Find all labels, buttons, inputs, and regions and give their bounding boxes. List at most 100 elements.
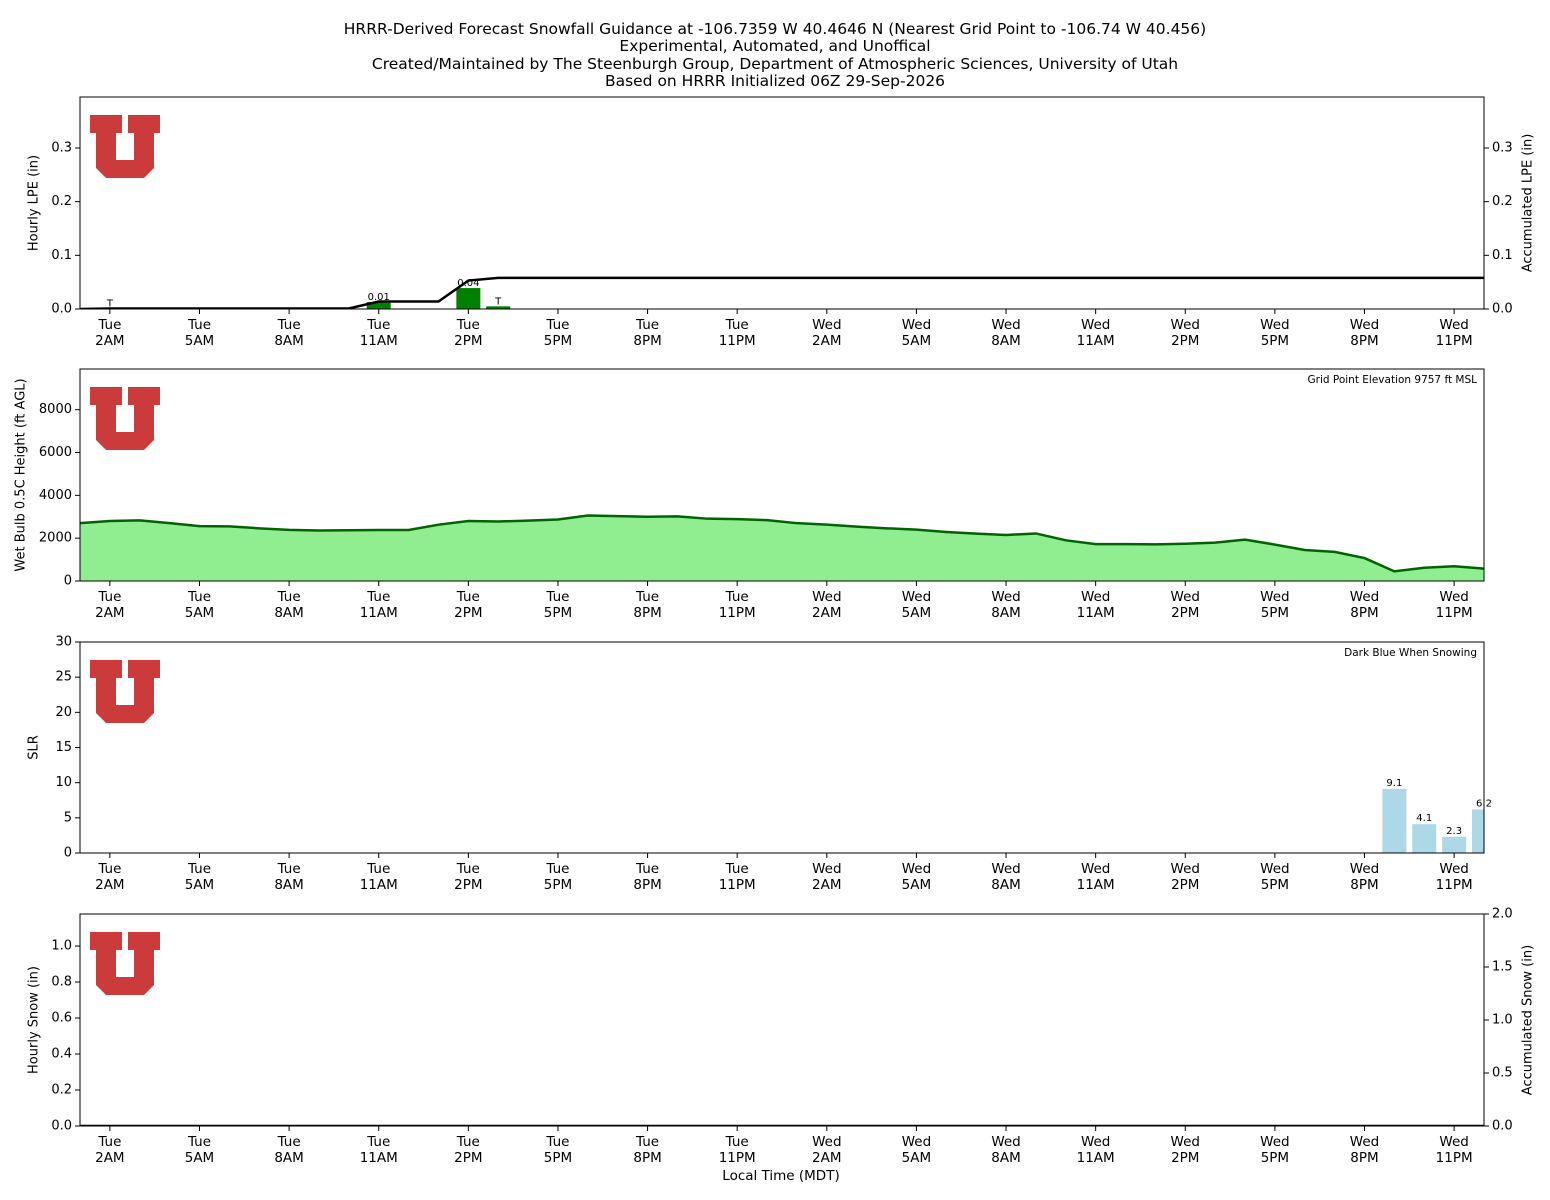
x-tick-label: Wed 5PM	[1260, 861, 1290, 893]
x-tick-label: Wed 11PM	[1435, 861, 1473, 893]
x-tick-label: Wed 5PM	[1260, 317, 1290, 349]
x-tick-label: Tue 5AM	[184, 1134, 215, 1166]
y2-tick-label: 0.0	[1492, 302, 1513, 317]
y-tick-label: 0.1	[51, 248, 72, 263]
x-tick-label: Tue 2AM	[95, 861, 125, 893]
x-tick-label: Tue 8PM	[633, 589, 662, 621]
value-label: 4.1	[1416, 813, 1432, 824]
x-tick-label: Tue 8AM	[274, 861, 304, 893]
x-tick-label: Wed 5AM	[901, 589, 932, 621]
y-tick-label: 25	[55, 670, 72, 685]
y-tick-label: 0.6	[51, 1011, 72, 1026]
value-label: T	[106, 298, 114, 309]
y-tick-label: 0.8	[51, 975, 72, 990]
bar	[456, 288, 481, 309]
y-tick-label: 6000	[39, 445, 72, 460]
y-tick-label: 8000	[39, 402, 72, 417]
y-tick-label: 0.2	[51, 194, 72, 209]
y2-axis-label: Accumulated LPE (in)	[1521, 134, 1536, 273]
axes-frame	[79, 96, 1485, 310]
x-tick-label: Tue 5AM	[184, 589, 215, 621]
x-tick-label: Wed 2AM	[812, 317, 842, 349]
x-tick-label: Tue 11AM	[359, 589, 398, 621]
y-tick-label: 0.0	[51, 302, 72, 317]
bar	[1382, 788, 1407, 853]
bar	[1442, 836, 1467, 853]
x-tick-label: Tue 8PM	[633, 1134, 662, 1166]
value-label: 0.01	[368, 292, 390, 303]
x-tick-label: Tue 11PM	[718, 1134, 756, 1166]
y-axis-label: Wet Bulb 0.5C Height (ft AGL)	[14, 378, 29, 571]
value-label: 2.3	[1446, 826, 1462, 837]
x-tick-label: Tue 5AM	[184, 317, 215, 349]
bar	[366, 302, 391, 309]
x-tick-label: Tue 11PM	[718, 861, 756, 893]
annotation: Dark Blue When Snowing	[1344, 647, 1477, 659]
area	[80, 515, 1484, 581]
x-tick-label: Tue 2AM	[95, 317, 125, 349]
y-tick-label: 0	[64, 846, 72, 861]
y-axis-label: Hourly Snow (in)	[27, 966, 42, 1074]
x-tick-label: Tue 8AM	[274, 317, 304, 349]
y2-tick-label: 0.5	[1492, 1066, 1513, 1081]
x-tick-label: Tue 11AM	[359, 317, 398, 349]
x-tick-label: Wed 8AM	[991, 589, 1021, 621]
value-label: T	[494, 296, 502, 307]
bar	[486, 306, 511, 309]
value-label: 0.04	[457, 278, 479, 289]
x-tick-label: Tue 8PM	[633, 861, 662, 893]
y-tick-label: 30	[55, 635, 72, 650]
x-tick-label: Tue 2PM	[454, 317, 483, 349]
x-tick-label: Wed 2PM	[1170, 589, 1200, 621]
x-tick-label: Tue 2PM	[454, 1134, 483, 1166]
x-tick-label: Wed 5PM	[1260, 1134, 1290, 1166]
x-tick-label: Wed 11AM	[1076, 1134, 1115, 1166]
x-tick-label: Tue 11PM	[718, 589, 756, 621]
x-tick-label: Tue 5PM	[543, 317, 573, 349]
axes-frame	[79, 913, 1485, 1127]
y2-tick-label: 0.0	[1492, 1119, 1513, 1134]
title-line: HRRR-Derived Forecast Snowfall Guidance …	[343, 20, 1207, 38]
plot	[1382, 788, 1484, 853]
x-tick-label: Wed 2AM	[812, 589, 842, 621]
x-tick-label: Wed 2PM	[1170, 861, 1200, 893]
logo	[90, 660, 160, 723]
x-tick-label: Wed 8PM	[1349, 317, 1380, 349]
x-tick-label: Wed 5AM	[901, 1134, 932, 1166]
y2-tick-label: 2.0	[1492, 907, 1513, 922]
y-tick-label: 5	[64, 810, 72, 825]
title-line: Created/Maintained by The Steenburgh Gro…	[371, 54, 1179, 73]
x-tick-label: Tue 8AM	[274, 589, 304, 621]
y2-tick-label: 0.1	[1492, 248, 1513, 263]
x-tick-label: Wed 8PM	[1349, 589, 1380, 621]
x-tick-label: Tue 5PM	[543, 1134, 573, 1166]
y-tick-label: 0.4	[51, 1047, 72, 1062]
axes-frame	[79, 641, 1485, 854]
x-tick-label: Wed 11PM	[1435, 589, 1473, 621]
y-tick-label: 10	[55, 775, 72, 790]
x-tick-label: Wed 2AM	[812, 1134, 842, 1166]
value-label: 9.1	[1386, 778, 1402, 789]
title-line: Based on HRRR Initialized 06Z 29-Sep-202…	[604, 71, 946, 90]
x-tick-label: Wed 8AM	[991, 861, 1021, 893]
y-tick-label: 0.2	[51, 1083, 72, 1098]
x-tick-label: Tue 11PM	[718, 317, 756, 349]
x-tick-label: Wed 11AM	[1076, 317, 1115, 349]
x-tick-label: Wed 5PM	[1260, 589, 1290, 621]
y-tick-label: 0	[64, 574, 72, 589]
x-tick-label: Wed 2AM	[812, 861, 842, 893]
y-tick-label: 1.0	[51, 939, 72, 954]
title-line: Experimental, Automated, and Unoffical	[619, 37, 931, 56]
y-tick-label: 2000	[39, 531, 72, 546]
x-tick-label: Wed 8PM	[1349, 861, 1380, 893]
x-tick-label: Wed 8AM	[991, 317, 1021, 349]
x-tick-label: Wed 2PM	[1170, 317, 1200, 349]
y-tick-label: 15	[55, 740, 72, 755]
x-tick-label: Tue 5AM	[184, 861, 215, 893]
x-tick-label: Tue 2PM	[454, 589, 483, 621]
y2-tick-label: 0.3	[1492, 140, 1513, 155]
x-tick-label: Wed 11PM	[1435, 317, 1473, 349]
x-tick-label: Wed 8PM	[1349, 1134, 1380, 1166]
